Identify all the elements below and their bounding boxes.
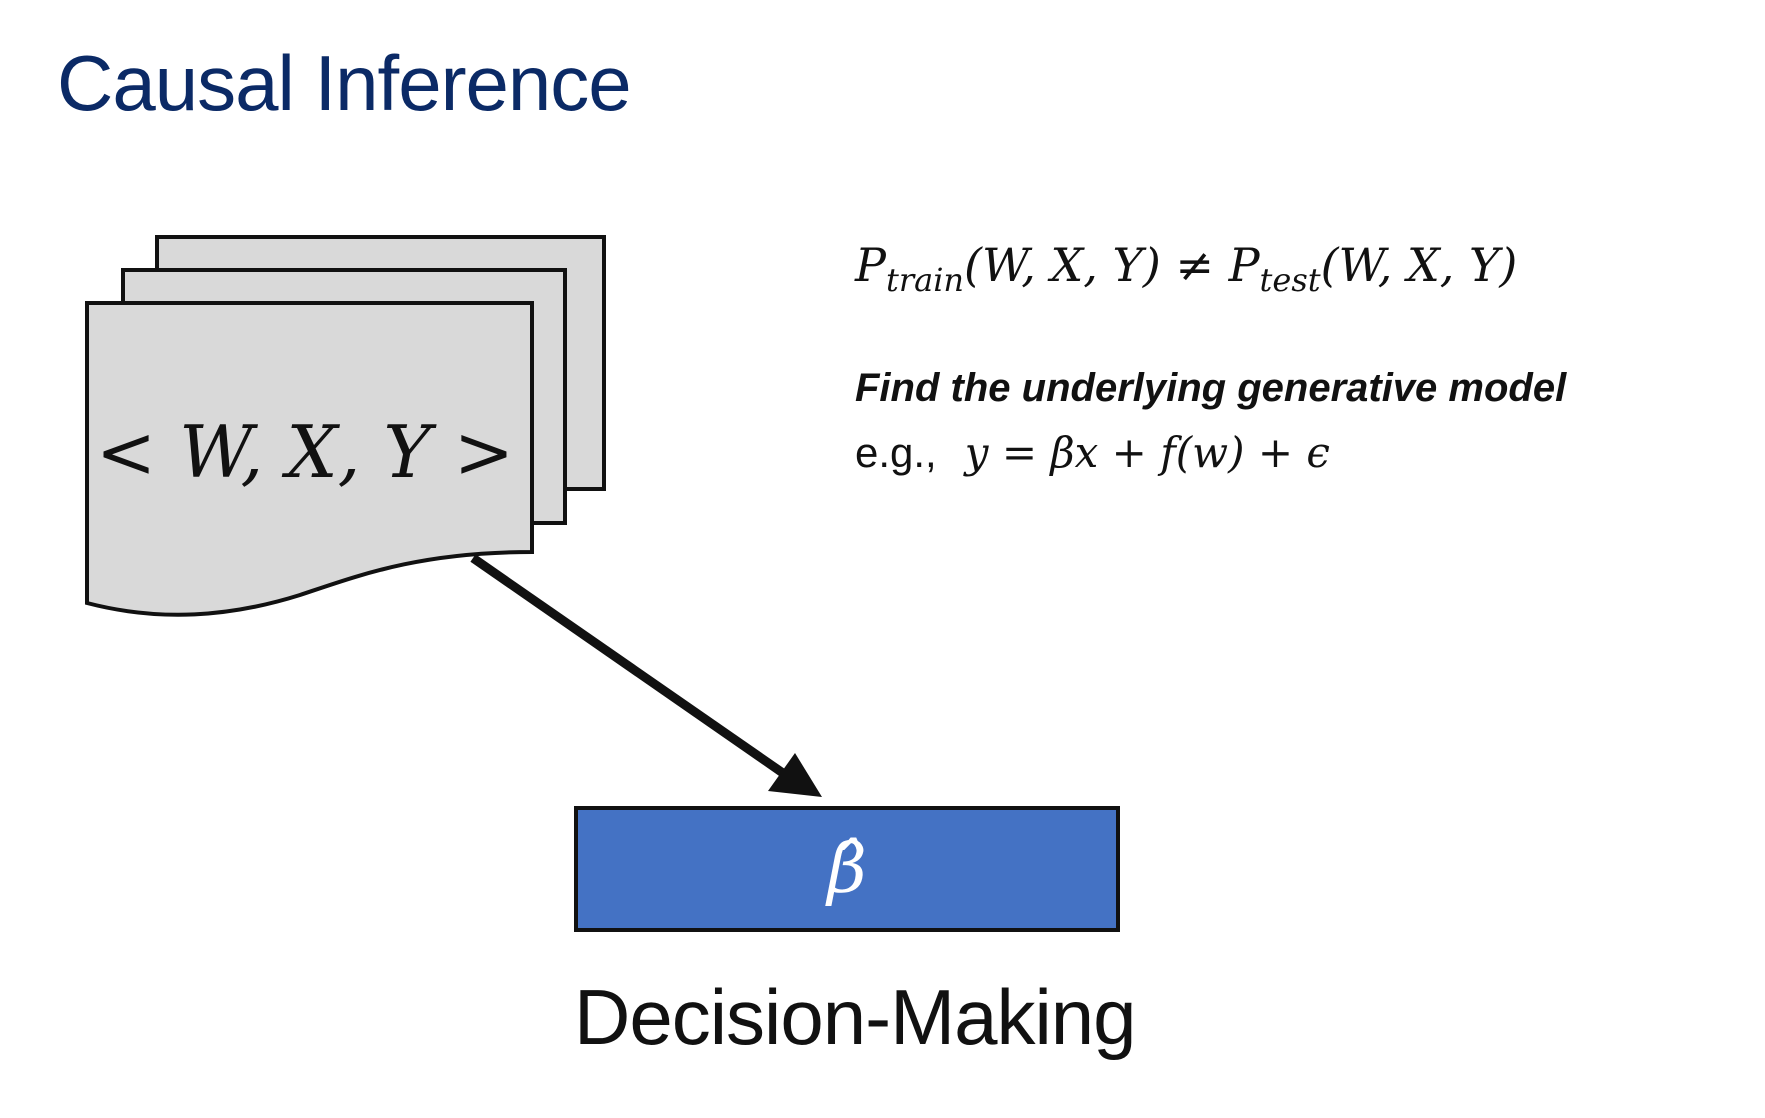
estimate-box: β̂ (574, 806, 1120, 932)
document-sheet-front (85, 301, 534, 617)
beta-hat-symbol: β̂ (827, 829, 867, 909)
example-line: e.g., y = βx + f(w) + ϵ (855, 428, 1330, 477)
test-arguments: (W, X, Y) (1320, 238, 1518, 292)
decision-making-label: Decision-Making (574, 973, 1137, 1061)
test-subscript: test (1259, 261, 1321, 299)
arrow-head (768, 753, 822, 797)
p-train-symbol: P (855, 238, 886, 292)
not-equal-sign: ≠ (1160, 238, 1229, 292)
distribution-shift-equation: Ptrain(W, X, Y) ≠ Ptest(W, X, Y) (855, 238, 1517, 299)
example-equation: y = βx + f(w) + ϵ (964, 428, 1330, 477)
train-subscript: train (885, 261, 965, 299)
data-tuple-label: < W, X, Y > (95, 410, 515, 494)
example-prefix: e.g., (855, 429, 937, 476)
p-test-symbol: P (1228, 238, 1260, 292)
train-arguments: (W, X, Y) (964, 238, 1161, 292)
slide-title: Causal Inference (57, 39, 632, 127)
arrow-shaft (470, 554, 793, 782)
generative-model-heading: Find the underlying generative model (855, 366, 1567, 410)
